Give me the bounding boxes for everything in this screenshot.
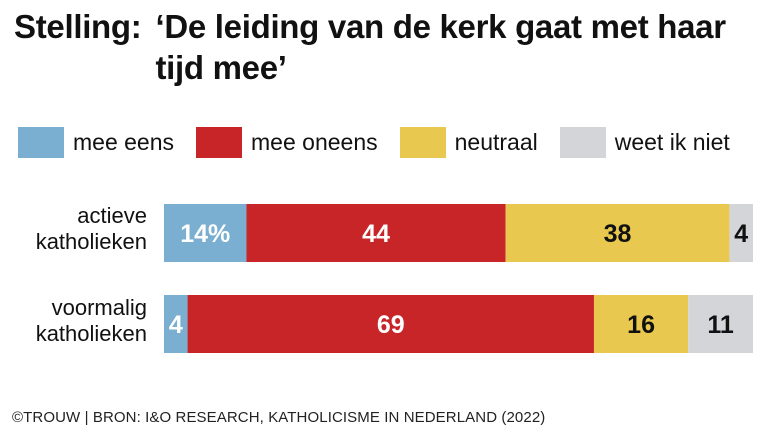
bar-segment [505, 204, 730, 262]
category-label-line: actieve [77, 203, 147, 228]
data-label: 4 [734, 220, 748, 248]
legend-label: neutraal [454, 128, 538, 155]
data-label: 38 [604, 220, 632, 248]
legend-item-2: neutraal [399, 126, 538, 158]
title-prefix: Stelling: [14, 8, 142, 45]
legend-label: mee oneens [251, 128, 378, 155]
category-label-line: katholieken [35, 321, 147, 346]
bar-segment [246, 204, 506, 262]
title-statement: ‘De leiding van de kerk gaat met haar ti… [155, 8, 726, 86]
category-label-line: voormalig [51, 295, 147, 320]
data-label: 11 [707, 311, 734, 339]
bar-segment [593, 295, 689, 353]
bar-segment [729, 204, 753, 262]
data-label: 69 [377, 311, 405, 339]
legend-label: weet ik niet [614, 128, 730, 155]
bar-segment [688, 295, 753, 353]
bar-segment [164, 204, 247, 262]
data-label: 14% [180, 220, 230, 248]
legend-item-3: weet ik niet [559, 126, 730, 158]
category-label: voormalig katholieken [0, 295, 147, 347]
category-label-line: katholieken [35, 229, 147, 254]
category-label: actieve katholieken [0, 203, 147, 255]
bar-row: 14% 44 38 4 [164, 204, 753, 262]
legend-swatch [196, 126, 243, 158]
legend-swatch [18, 126, 64, 158]
bar-segment [164, 295, 188, 353]
source-credit: ©TROUW | BRON: I&O RESEARCH, KATHOLICISM… [12, 409, 546, 426]
chart-title-block: Stelling: ‘De leiding van de kerk gaat m… [14, 6, 754, 88]
legend-swatch [399, 126, 446, 158]
data-label: 4 [169, 311, 183, 339]
bar-segment [187, 295, 594, 353]
chart-legend: mee eens mee oneens neutraal weet ik niet [18, 125, 752, 159]
legend-item-0: mee eens [18, 126, 175, 158]
legend-swatch [559, 126, 606, 158]
bar-row: 4 69 16 11 [164, 295, 753, 353]
stacked-bar: 4 69 16 11 [164, 295, 753, 353]
legend-item-1: mee oneens [196, 126, 378, 158]
stacked-bar: 14% 44 38 4 [164, 204, 753, 262]
data-label: 44 [362, 220, 390, 248]
legend-label: mee eens [73, 128, 175, 155]
data-label: 16 [627, 311, 655, 339]
chart-title: Stelling: ‘De leiding van de kerk gaat m… [14, 6, 754, 88]
